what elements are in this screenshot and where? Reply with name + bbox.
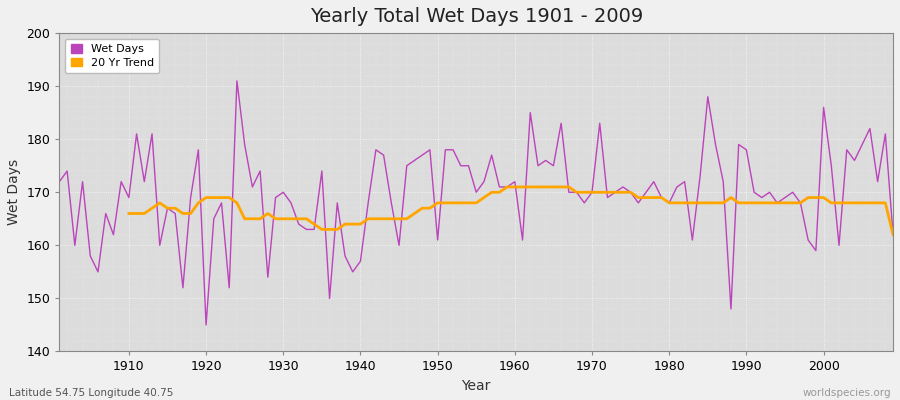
Wet Days (116, 179, 127, 184)
Legend: Wet Days, 20 Yr Trend: Wet Days, 20 Yr Trend (65, 39, 159, 73)
20 Yr Trend (123, 211, 134, 216)
Wet Days (347, 270, 358, 274)
Text: Latitude 54.75 Longitude 40.75: Latitude 54.75 Longitude 40.75 (9, 388, 174, 398)
Wet Days (231, 78, 242, 83)
Wet Days (518, 238, 528, 242)
Y-axis label: Wet Days: Wet Days (7, 159, 21, 225)
Wet Days (301, 227, 311, 232)
Wet Days (201, 322, 212, 327)
20 Yr Trend (587, 190, 598, 195)
20 Yr Trend (857, 200, 868, 205)
Title: Yearly Total Wet Days 1901 - 2009: Yearly Total Wet Days 1901 - 2009 (310, 7, 643, 26)
20 Yr Trend (501, 184, 512, 189)
20 Yr Trend (887, 232, 898, 237)
Line: Wet Days: Wet Days (59, 81, 893, 325)
X-axis label: Year: Year (462, 379, 490, 393)
20 Yr Trend (833, 200, 844, 205)
Wet Days (54, 179, 65, 184)
Line: 20 Yr Trend: 20 Yr Trend (129, 187, 893, 235)
Text: worldspecies.org: worldspecies.org (803, 388, 891, 398)
20 Yr Trend (301, 216, 311, 221)
Wet Days (887, 232, 898, 237)
Wet Days (525, 110, 535, 115)
20 Yr Trend (525, 184, 535, 189)
Wet Days (617, 184, 628, 189)
20 Yr Trend (270, 216, 281, 221)
